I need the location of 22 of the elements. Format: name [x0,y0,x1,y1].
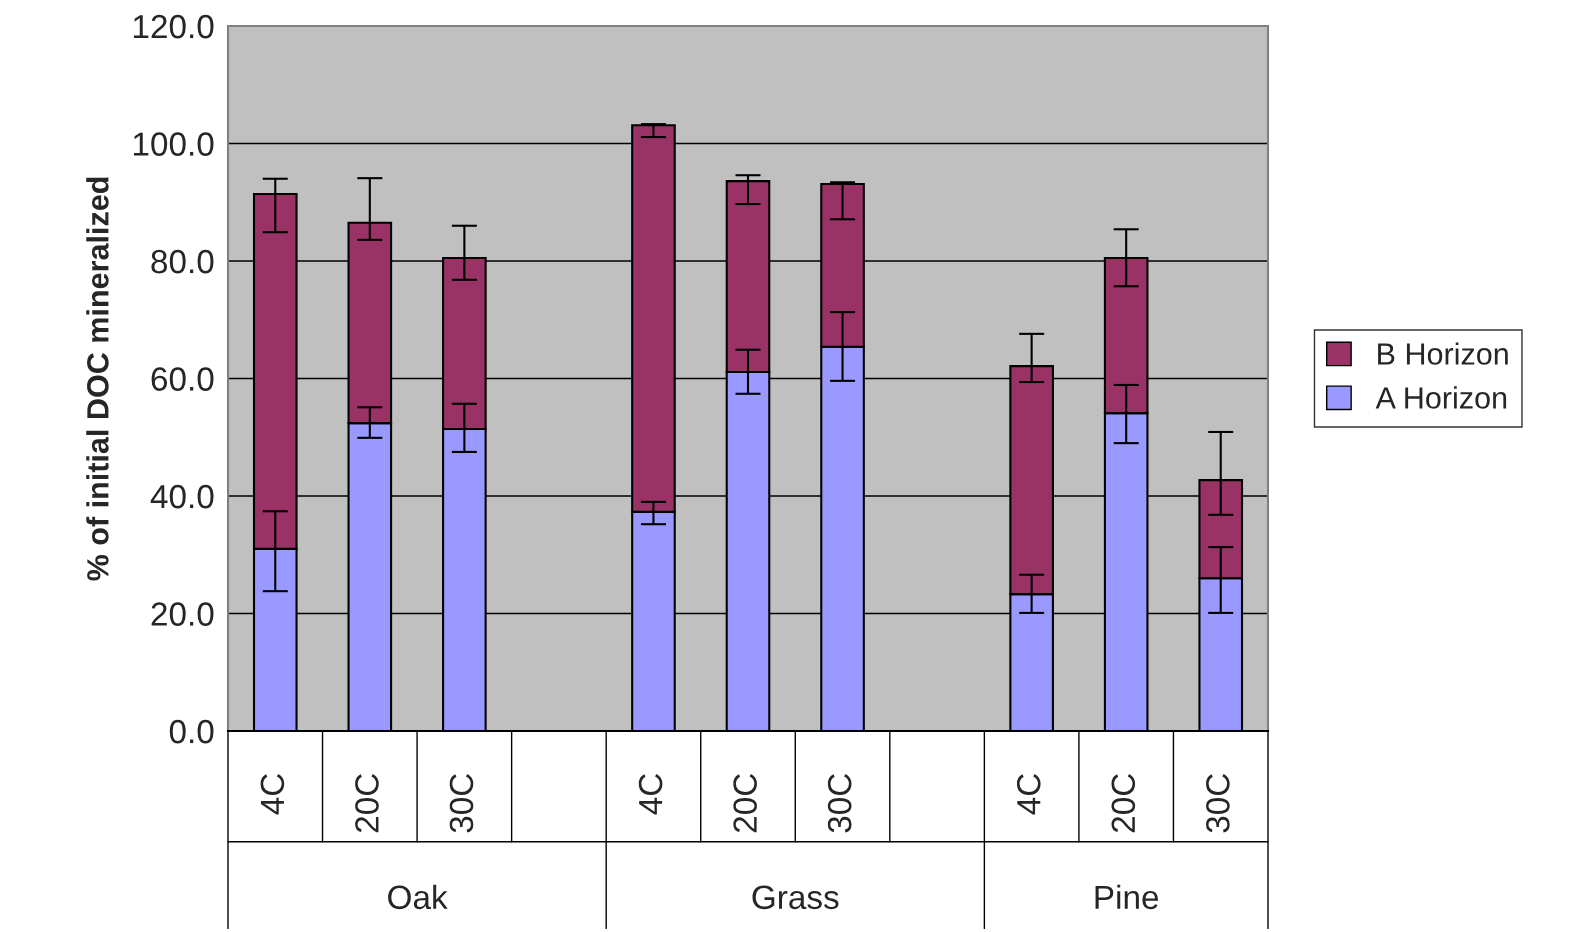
x-tick-label: 30C [1206,773,1230,833]
x-tick-label: 20C [355,773,379,833]
legend-label: B Horizon [1378,342,1508,365]
y-tick-label: 60.0 [151,367,214,391]
y-tick-label: 80.0 [151,249,214,274]
x-tick-label: 4C [638,773,663,815]
legend-label: A Horizon [1375,386,1507,409]
x-tick-label: 4C [260,773,285,815]
text: Pine [1095,884,1159,910]
y-axis-title: % of initial DOC mineralized [86,177,109,581]
text: Oak [388,884,448,910]
y-tick-label: 0.0 [169,719,214,744]
y-tick-label: 100.0 [133,132,214,156]
text: Grass [752,885,839,910]
y-tick-label: 120.0 [133,14,214,39]
x-tick-label: 20C [733,773,757,833]
x-tick-label: 20C [1111,773,1136,833]
y-tick-label: 40.0 [150,484,214,509]
x-tick-label: 4C [1016,773,1041,815]
x-tick-label: 30C [827,773,852,833]
y-tick-label: 20.0 [151,602,214,626]
x-tick-label: 30C [449,773,474,833]
